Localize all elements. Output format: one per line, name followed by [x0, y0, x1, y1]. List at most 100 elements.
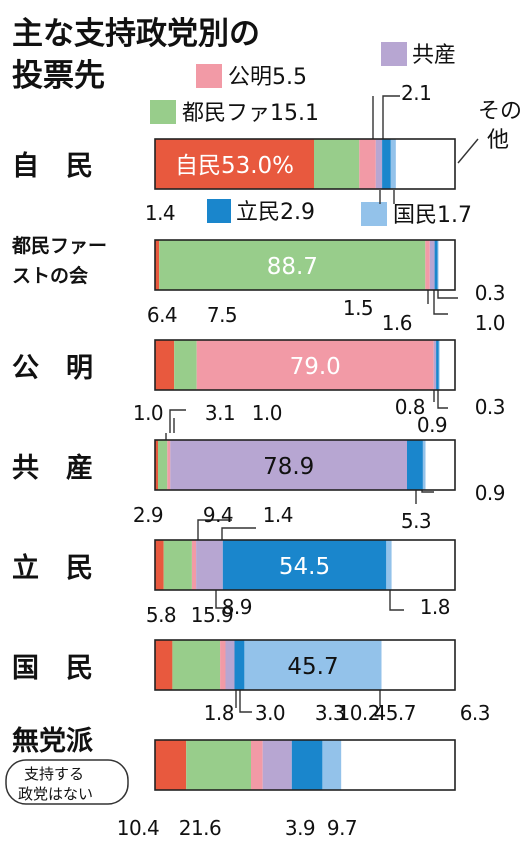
legend-swatch-cdp [207, 199, 231, 223]
bar-segment-4-other [391, 540, 455, 590]
legend-label-tomin: 都民ファ15.1 [182, 101, 319, 126]
bar-segment-3-other [425, 440, 455, 490]
bar-segment-3-komei [167, 440, 171, 490]
bar-label-2-komei: 79.0 [290, 354, 341, 380]
bar-label-3-jcp: 78.9 [263, 454, 314, 480]
legend-label-cdp: 立民2.9 [236, 200, 315, 225]
bar-segment-3-dpp [422, 440, 426, 490]
bar-segment-1-ldp [155, 240, 160, 290]
value-label-jcp-ldp: 1.0 [133, 401, 163, 425]
bar-segment-2-dpp [438, 340, 440, 390]
bar-segment-3-cdp [407, 440, 423, 490]
indep-subtag-frame [5, 759, 129, 805]
legend-label-komei: 公明5.5 [228, 65, 307, 90]
legend-label-dpp: 国民1.7 [393, 203, 472, 228]
bar-segment-1-dpp [437, 240, 439, 290]
value-label-komei-tomin: 7.5 [207, 303, 237, 327]
chart-title-line1: 主な支持政党別の [12, 16, 260, 52]
bar-segment-6-cdp [291, 740, 323, 790]
row-label-dpp: 国 民 [12, 653, 93, 684]
bar-frame-5 [154, 639, 456, 691]
bar-segment-1-other [438, 240, 455, 290]
bar-frame-6 [154, 739, 456, 791]
bar-segment-0-other [395, 139, 455, 189]
value-label-tomin-komei: 1.5 [343, 296, 373, 320]
bar-segment-5-tomin [172, 640, 221, 690]
bar-label-5-dpp: 45.7 [287, 654, 338, 680]
bar-segment-3-ldp [155, 440, 158, 490]
row-label-indep-sub2: 政党はない [18, 785, 93, 803]
bar-segment-3-tomin [158, 440, 168, 490]
value-label-indep-dpp: 6.3 [460, 701, 490, 725]
value-label-cdp-tomin: 9.4 [203, 503, 233, 527]
bar-segment-5-other [381, 640, 455, 690]
bar-segment-6-tomin [186, 740, 251, 790]
row-label-jcp: 共 産 [12, 452, 93, 484]
bar-label-0-ldp: 自民53.0% [175, 153, 294, 179]
bars-layer [154, 138, 456, 791]
value-label-dpp-dpp: 45.7 [373, 701, 416, 725]
value-label-indep-komei: 3.9 [285, 816, 315, 840]
value-label-dpp-jcp: 3.0 [255, 701, 285, 725]
bar-segment-0-komei [359, 139, 376, 189]
bar-segment-1-komei [425, 240, 430, 290]
bar-segment-1-tomin [159, 240, 426, 290]
row-label-cdp: 立 民 [12, 552, 93, 584]
bar-segment-2-komei [196, 340, 434, 390]
bar-segment-6-jcp [262, 740, 292, 790]
bar-segment-5-cdp [234, 640, 245, 690]
bar-segment-0-tomin [314, 139, 360, 189]
value-label-dpp-tomin: 15.9 [191, 603, 234, 627]
bar-label-4-cdp: 54.5 [279, 554, 330, 580]
bar-segment-4-komei [191, 540, 197, 590]
value-label-cdp-ldp: 2.9 [133, 503, 163, 527]
bar-frame-1 [154, 239, 456, 291]
value-label-indep-ldp: 10.4 [117, 816, 160, 840]
bar-segment-0-ldp [155, 139, 314, 189]
value-label-jcp-cdp: 5.3 [401, 509, 431, 533]
bar-frame-4 [154, 539, 456, 591]
bar-frame-2 [154, 339, 456, 391]
value-label-dpp-komei: 1.8 [204, 701, 234, 725]
leader-lines [165, 95, 479, 713]
value-label-tomin-dpp: 0.3 [475, 281, 505, 305]
bar-segment-4-tomin [163, 540, 192, 590]
row-label-tomin-line1: 都民ファー [11, 235, 107, 257]
bar-segment-4-jcp [196, 540, 223, 590]
bar-segment-1-jcp [429, 240, 435, 290]
legend-swatch-tomin [150, 100, 176, 124]
row-label-ldp: 自 民 [12, 150, 93, 182]
value-label-komei-jcp: 0.8 [395, 395, 425, 419]
value-label-dpp-ldp: 5.8 [146, 603, 176, 627]
bar-segment-5-ldp [155, 640, 173, 690]
bar-segment-4-ldp [155, 540, 164, 590]
bar-segment-2-tomin [174, 340, 197, 390]
bar-segment-5-dpp [244, 640, 382, 690]
legend-label-jcp: 共産 [412, 43, 456, 68]
chart-title-line2: 投票先 [12, 58, 105, 94]
bar-segment-0-cdp [382, 139, 391, 189]
row-label-tomin-line2: ストの会 [12, 264, 88, 287]
bar-frame-0 [154, 138, 456, 190]
value-label-jcp-komei: 1.0 [252, 401, 282, 425]
value-label-cdp-dpp: 1.8 [420, 595, 450, 619]
legend-label-other-2: 他 [487, 128, 509, 153]
legend-value-jcp: 2.1 [401, 81, 431, 105]
bar-segment-1-cdp [434, 240, 438, 290]
value-label-tomin-cdp: 1.0 [475, 311, 505, 335]
value-label-jcp-tomin: 3.1 [205, 401, 235, 425]
bar-segment-4-dpp [386, 540, 392, 590]
bar-segment-2-jcp [433, 340, 437, 390]
row-label-indep-sub1: 支持する [24, 765, 84, 783]
bar-segment-5-komei [220, 640, 226, 690]
value-labels-layer: 自民53.0% 88.7 79.0 78.9 54.5 45.7 1.4 1.5 1.6 1.0 0… [117, 153, 506, 840]
row-label-indep: 無党派 [12, 726, 93, 757]
value-label-tomin-jcp: 1.6 [382, 311, 412, 335]
value-label-indep-tomin: 21.6 [179, 816, 222, 840]
value-label-jcp-dpp: 0.9 [475, 481, 505, 505]
row-label-komei: 公 明 [12, 353, 93, 384]
bar-segment-6-komei [251, 740, 263, 790]
bar-segment-3-jcp [170, 440, 407, 490]
